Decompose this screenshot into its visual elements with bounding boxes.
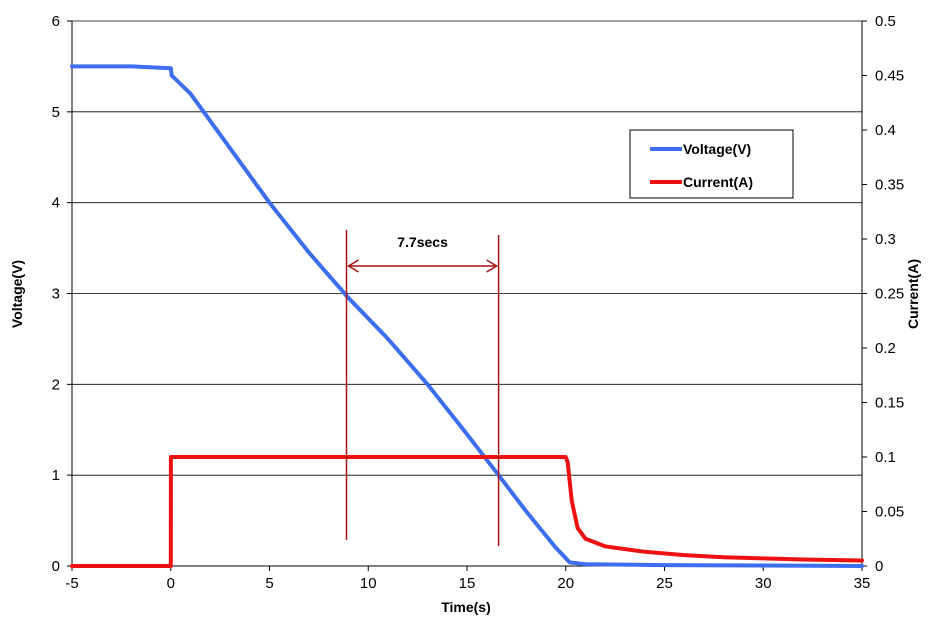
y-right-tick-label: 0.1 [875,449,896,466]
x-axis-label: Time(s) [441,599,491,615]
x-tick-label: 20 [557,575,574,592]
x-tick-label: 15 [459,575,476,592]
y-right-tick-label: 0.45 [875,68,904,85]
x-tick-label: 35 [854,575,871,592]
y-right-tick-label: 0 [875,558,883,575]
y-left-tick-label: 4 [52,195,60,212]
x-tick-label: 30 [755,575,772,592]
y-right-tick-label: 0.5 [875,13,896,30]
x-tick-label: 0 [167,575,175,592]
x-tick-label: 25 [656,575,673,592]
y-right-tick-label: 0.4 [875,122,896,139]
x-tick-label: -5 [65,575,78,592]
y-right-tick-label: 0.35 [875,177,904,194]
y-axis-right-label: Current(A) [905,259,921,329]
axes-layer: -5 0 5 10 15 20 25 30 35012345600.050.10.150.20.… [52,13,905,592]
y-axis-left-label: Voltage(V) [9,260,25,328]
current-a-series-line [72,457,862,566]
y-left-tick-label: 1 [52,467,60,484]
y-right-tick-label: 0.05 [875,504,904,521]
y-left-tick-label: 2 [52,376,60,393]
y-right-tick-label: 0.3 [875,231,896,248]
y-left-tick-label: 3 [52,286,60,303]
y-right-tick-label: 0.15 [875,395,904,412]
y-left-tick-label: 0 [52,558,60,575]
y-left-tick-label: 6 [52,13,60,30]
y-right-tick-label: 0.25 [875,286,904,303]
annotation-label: 7.7secs [397,234,448,250]
y-right-tick-label: 0.2 [875,340,896,357]
legend: Voltage(V) Current(A) [630,130,793,198]
y-left-tick-label: 5 [52,104,60,121]
legend-voltage-label: Voltage(V) [683,141,751,157]
grid-layer [72,21,862,475]
x-tick-label: 5 [265,575,273,592]
x-tick-label: 10 [360,575,377,592]
annotation-layer: 7.7secs [347,230,499,546]
legend-current-label: Current(A) [683,174,753,190]
